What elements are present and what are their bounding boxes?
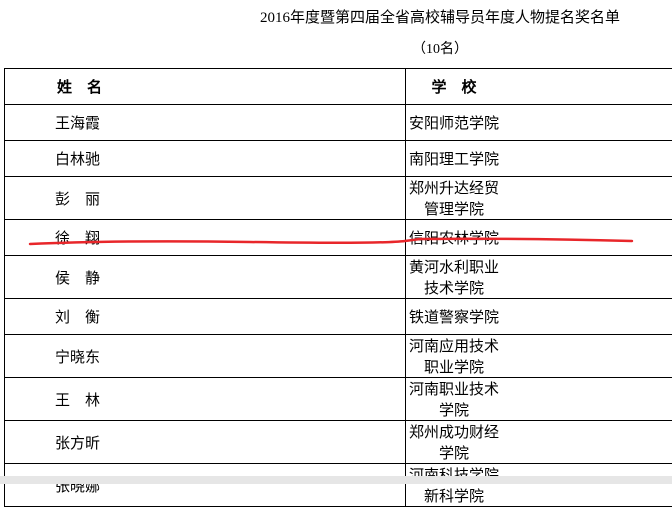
name-cell: 王 林	[5, 378, 406, 421]
school-cell: 信阳农林学院	[406, 220, 672, 256]
name-cell: 刘 衡	[5, 299, 406, 335]
school-cell: 河南职业技术学院	[406, 378, 672, 421]
table-row: 徐 翔信阳农林学院	[5, 220, 672, 256]
header-cell: 姓 名	[5, 69, 406, 105]
table-row: 王 林河南职业技术学院	[5, 378, 672, 421]
name-cell: 王海霞	[5, 105, 406, 141]
name-cell: 徐 翔	[5, 220, 406, 256]
page: 2016年度暨第四届全省高校辅导员年度人物提名奖名单 （10名） 姓 名 学 校…	[0, 0, 672, 484]
name-cell: 张晓娜	[5, 464, 406, 507]
subtitle: （10名）	[210, 38, 670, 58]
table-row: 王海霞安阳师范学院	[5, 105, 672, 141]
bottom-shade	[0, 476, 672, 484]
name-cell: 侯 静	[5, 256, 406, 299]
table-row: 张晓娜河南科技学院新科学院	[5, 464, 672, 507]
header-row: 姓 名 学 校	[5, 69, 672, 105]
award-table: 姓 名 学 校 王海霞安阳师范学院白林驰南阳理工学院彭 丽郑州升达经贸管理学院徐…	[4, 68, 672, 507]
school-cell: 郑州升达经贸管理学院	[406, 177, 672, 220]
name-cell: 彭 丽	[5, 177, 406, 220]
table-row: 彭 丽郑州升达经贸管理学院	[5, 177, 672, 220]
header-cell: 学 校	[406, 69, 672, 105]
table-row: 刘 衡铁道警察学院	[5, 299, 672, 335]
school-cell: 南阳理工学院	[406, 141, 672, 177]
table-row: 宁晓东河南应用技术职业学院	[5, 335, 672, 378]
school-cell: 黄河水利职业技术学院	[406, 256, 672, 299]
title: 2016年度暨第四届全省高校辅导员年度人物提名奖名单	[210, 6, 670, 27]
school-cell: 河南科技学院新科学院	[406, 464, 672, 507]
name-cell: 白林驰	[5, 141, 406, 177]
name-cell: 宁晓东	[5, 335, 406, 378]
school-cell: 铁道警察学院	[406, 299, 672, 335]
table-body: 姓 名 学 校 王海霞安阳师范学院白林驰南阳理工学院彭 丽郑州升达经贸管理学院徐…	[5, 69, 672, 507]
school-cell: 安阳师范学院	[406, 105, 672, 141]
table-row: 侯 静黄河水利职业技术学院	[5, 256, 672, 299]
school-cell: 郑州成功财经学院	[406, 421, 672, 464]
name-cell: 张方昕	[5, 421, 406, 464]
table-row: 张方昕郑州成功财经学院	[5, 421, 672, 464]
school-cell: 河南应用技术职业学院	[406, 335, 672, 378]
table-row: 白林驰南阳理工学院	[5, 141, 672, 177]
